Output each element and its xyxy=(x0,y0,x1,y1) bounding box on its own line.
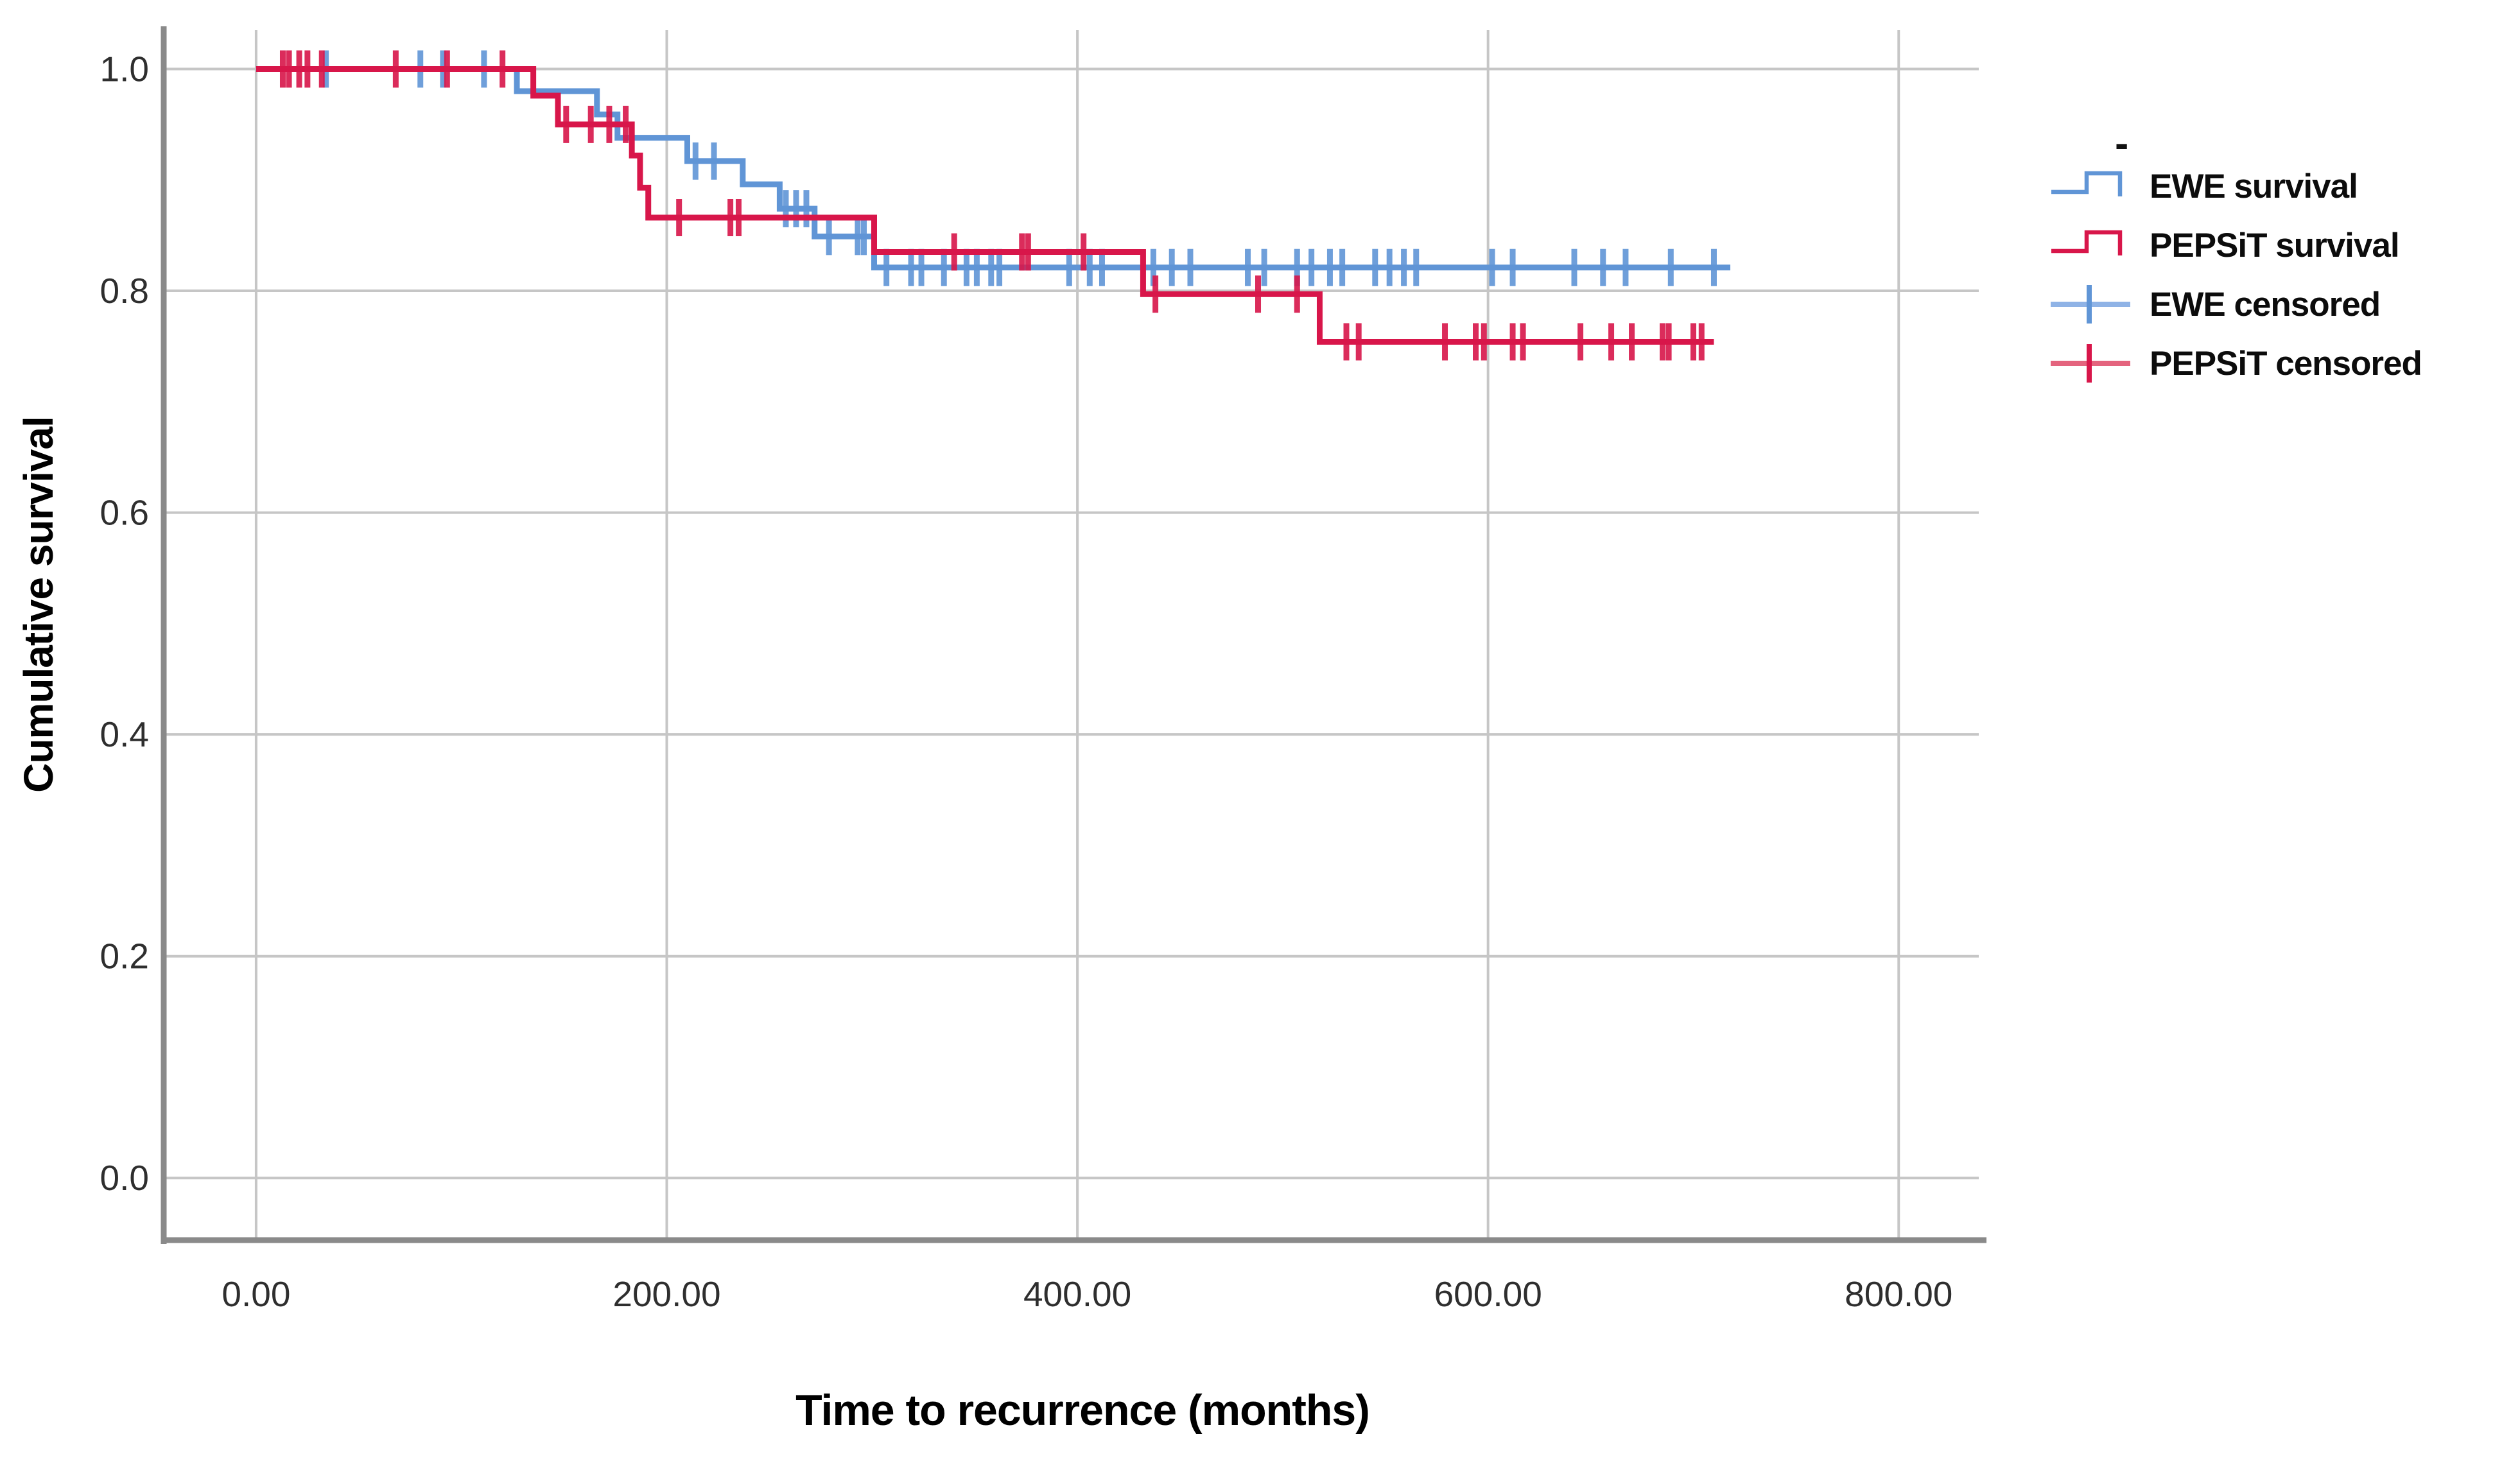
x-tick-label-600.00: 600.00 xyxy=(1434,1274,1542,1314)
legend-item-ewe-censored: EWE censored xyxy=(2049,275,2512,334)
legend-label: PEPSiT survival xyxy=(2150,226,2400,264)
survival-line-sample-icon xyxy=(2051,171,2123,196)
legend: EWE survival PEPSiT survival EWE censored P… xyxy=(2049,157,2512,393)
y-tick-label-0.0: 0.0 xyxy=(100,1158,149,1198)
survival-line-sample-icon xyxy=(2051,230,2123,255)
legend-label: EWE survival xyxy=(2150,167,2358,205)
x-tick-label-0.00: 0.00 xyxy=(222,1274,290,1314)
x-tick-label-800.00: 800.00 xyxy=(1845,1274,1952,1314)
censored-plus-sample-icon xyxy=(2051,285,2130,324)
y-tick-label-0.6: 0.6 xyxy=(100,493,149,533)
y-axis-title: Cumulative survival xyxy=(15,417,62,793)
legend-label: PEPSiT censored xyxy=(2150,344,2422,383)
y-tick-label-0.8: 0.8 xyxy=(100,271,149,311)
y-tick-label-0.2: 0.2 xyxy=(100,937,149,976)
x-tick-label-200.00: 200.00 xyxy=(613,1274,720,1314)
legend-item-pepsit-survival: PEPSiT survival xyxy=(2049,216,2512,275)
pepsit-survival-curve xyxy=(256,65,1714,345)
legend-item-ewe-survival: EWE survival xyxy=(2049,157,2512,216)
legend-title-dash: - xyxy=(2115,120,2129,166)
censored-plus-sample-icon xyxy=(2051,344,2130,383)
y-tick-label-1.0: 1.0 xyxy=(100,49,149,89)
y-tick-label-0.4: 0.4 xyxy=(100,714,149,754)
legend-label: EWE censored xyxy=(2150,285,2381,324)
x-tick-label-400.00: 400.00 xyxy=(1023,1274,1131,1314)
legend-item-pepsit-censored: PEPSiT censored xyxy=(2049,334,2512,393)
ewe-survival-curve xyxy=(256,65,1731,271)
x-axis-title: Time to recurrence (months) xyxy=(795,1386,1370,1435)
